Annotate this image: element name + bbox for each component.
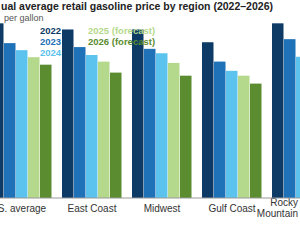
bar	[284, 39, 296, 198]
bar	[98, 62, 110, 198]
bar	[272, 23, 284, 198]
subtitle: per gallon	[4, 13, 44, 23]
legend-entry: 2023	[40, 36, 61, 47]
bar	[74, 47, 86, 198]
bar	[296, 57, 300, 198]
legend: 202220232024 2025 (forecast)2026 (forecas…	[40, 25, 155, 58]
bar	[202, 42, 214, 198]
bar	[110, 73, 122, 198]
bar	[238, 76, 250, 198]
bar	[40, 65, 52, 198]
legend-entry: 2022	[40, 25, 61, 36]
category-label: Midwest	[144, 203, 181, 214]
bar	[168, 63, 180, 198]
bar	[16, 50, 28, 198]
bar	[132, 29, 144, 198]
category-label: RockyMountain	[257, 197, 298, 219]
bar	[226, 71, 238, 198]
legend-entry: 2024	[40, 47, 62, 58]
bars	[0, 23, 300, 198]
x-axis-line	[0, 198, 300, 199]
bar	[28, 57, 40, 198]
category-label: S. average	[0, 203, 47, 214]
bar	[62, 29, 74, 198]
bar	[0, 23, 4, 198]
title: ual average retail gasoline price by reg…	[1, 0, 273, 12]
category-label: Gulf Coast	[208, 203, 255, 214]
chart-svg: ual average retail gasoline price by reg…	[0, 0, 300, 225]
legend-entry: 2026 (forecast)	[88, 36, 155, 47]
bar	[250, 84, 262, 198]
category-label: East Coast	[68, 203, 117, 214]
bar	[180, 76, 192, 198]
bar	[4, 43, 16, 198]
legend-entry: 2025 (forecast)	[88, 25, 155, 36]
bar	[214, 62, 226, 198]
bar	[86, 55, 98, 198]
bar	[156, 53, 168, 198]
chart-container: ual average retail gasoline price by reg…	[0, 0, 300, 225]
bar	[144, 49, 156, 198]
